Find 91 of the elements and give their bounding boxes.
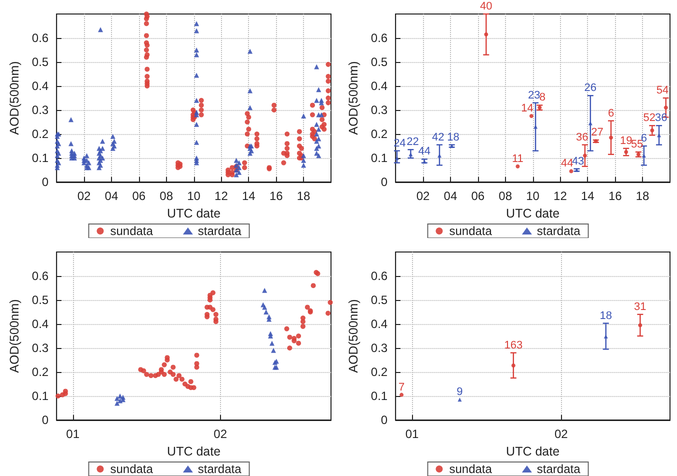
legend-label: stardata bbox=[536, 224, 581, 238]
x-tick-label: 12 bbox=[554, 189, 568, 203]
annotation: 36 bbox=[654, 112, 668, 124]
y-tick-label: 0 bbox=[42, 175, 49, 189]
annotation: 44 bbox=[418, 146, 431, 158]
y-tick-label: 0.2 bbox=[32, 127, 49, 141]
annotation: 27 bbox=[591, 126, 604, 138]
x-tick-label: 01 bbox=[66, 427, 80, 441]
annotation: 8 bbox=[539, 92, 546, 104]
y-tick-label: 0.5 bbox=[370, 293, 388, 307]
x-tick-label: 12 bbox=[214, 189, 228, 203]
annotation: 42 bbox=[432, 131, 444, 144]
x-tick-label: 02 bbox=[77, 189, 92, 203]
annotation: 55 bbox=[630, 138, 644, 150]
annotation: 14 bbox=[521, 102, 534, 114]
annotation: 19 bbox=[620, 134, 632, 147]
x-tick-label: 18 bbox=[296, 189, 311, 203]
annotation: 26 bbox=[584, 82, 597, 94]
y-tick-label: 0.6 bbox=[370, 31, 388, 45]
y-tick-label: 0.6 bbox=[32, 269, 49, 283]
y-tick-label: 0.3 bbox=[32, 341, 49, 355]
y-tick-label: 0 bbox=[380, 413, 388, 427]
x-tick-label: 02 bbox=[554, 427, 568, 441]
annotation: 54 bbox=[656, 84, 669, 96]
legend-label: sundata bbox=[110, 462, 154, 476]
y-tick-label: 0.1 bbox=[370, 389, 388, 403]
legend-label: stardata bbox=[536, 462, 581, 476]
x-tick-label: 04 bbox=[104, 189, 118, 203]
y-tick-label: 0.1 bbox=[32, 389, 49, 403]
annotation: 52 bbox=[643, 112, 656, 124]
x-tick-label: 16 bbox=[608, 189, 622, 203]
x-tick-label: 16 bbox=[269, 189, 284, 203]
annotation: 23 bbox=[528, 89, 540, 102]
legend-label: stardata bbox=[198, 224, 242, 238]
x-tick-label: 14 bbox=[580, 189, 595, 203]
annotation: 6 bbox=[608, 107, 614, 120]
x-tick-label: 04 bbox=[444, 189, 458, 203]
x-tick-label: 08 bbox=[498, 189, 512, 203]
y-tick-label: 0.5 bbox=[32, 293, 49, 307]
y-tick-label: 0.3 bbox=[32, 103, 49, 117]
annotation: 163 bbox=[504, 339, 523, 352]
y-tick-label: 0.6 bbox=[370, 269, 388, 283]
y-axis-title: AOD(500nm) bbox=[8, 61, 22, 135]
y-tick-label: 0.2 bbox=[370, 127, 388, 141]
y-tick-label: 0.5 bbox=[370, 55, 388, 69]
x-axis-title: UTC date bbox=[506, 206, 560, 220]
annotation: 7 bbox=[398, 381, 405, 394]
x-tick-label: 06 bbox=[471, 189, 485, 203]
y-tick-label: 0.3 bbox=[370, 103, 388, 117]
y-tick-label: 0.3 bbox=[370, 341, 388, 355]
y-tick-label: 0.4 bbox=[32, 79, 49, 93]
y-tick-label: 0 bbox=[380, 175, 388, 189]
y-axis-title: AOD(500nm) bbox=[346, 299, 360, 373]
y-tick-label: 0 bbox=[42, 413, 49, 427]
y-tick-label: 0.2 bbox=[370, 365, 388, 379]
x-tick-label: 06 bbox=[132, 189, 146, 203]
legend-label: sundata bbox=[449, 224, 492, 238]
y-tick-label: 0.1 bbox=[32, 151, 49, 165]
x-axis-title: UTC date bbox=[167, 206, 221, 220]
y-tick-label: 0.6 bbox=[32, 31, 49, 45]
annotation: 18 bbox=[600, 310, 612, 322]
x-tick-label: 01 bbox=[405, 427, 419, 441]
annotation: 18 bbox=[447, 131, 460, 144]
legend-label: sundata bbox=[110, 224, 154, 238]
annotation: 22 bbox=[406, 136, 419, 148]
x-axis-title: UTC date bbox=[506, 444, 560, 458]
x-tick-label: 10 bbox=[187, 189, 201, 203]
x-tick-label: 18 bbox=[636, 189, 650, 203]
annotation: 11 bbox=[512, 152, 524, 165]
y-tick-label: 0.4 bbox=[370, 79, 388, 93]
x-tick-label: 08 bbox=[160, 189, 174, 203]
y-tick-label: 0.2 bbox=[32, 365, 49, 379]
y-tick-label: 0.4 bbox=[370, 317, 388, 331]
x-tick-label: 10 bbox=[526, 189, 540, 203]
legend-label: stardata bbox=[198, 462, 242, 476]
y-axis-title: AOD(500nm) bbox=[346, 61, 360, 135]
x-tick-label: 14 bbox=[242, 189, 256, 203]
x-axis-title: UTC date bbox=[167, 444, 221, 458]
y-tick-label: 0.5 bbox=[32, 55, 49, 69]
y-tick-label: 0.1 bbox=[370, 151, 388, 165]
y-axis-title: AOD(500nm) bbox=[8, 299, 22, 373]
y-tick-label: 0.4 bbox=[32, 317, 49, 331]
annotation: 36 bbox=[576, 131, 588, 144]
annotation: 31 bbox=[634, 300, 646, 313]
annotation: 40 bbox=[480, 0, 492, 12]
x-tick-label: 02 bbox=[214, 427, 228, 441]
annotation: 9 bbox=[456, 386, 463, 398]
legend-label: sundata bbox=[449, 462, 492, 476]
annotation: 43 bbox=[572, 155, 584, 168]
x-tick-label: 02 bbox=[416, 189, 430, 203]
annotation: 44 bbox=[560, 158, 574, 170]
